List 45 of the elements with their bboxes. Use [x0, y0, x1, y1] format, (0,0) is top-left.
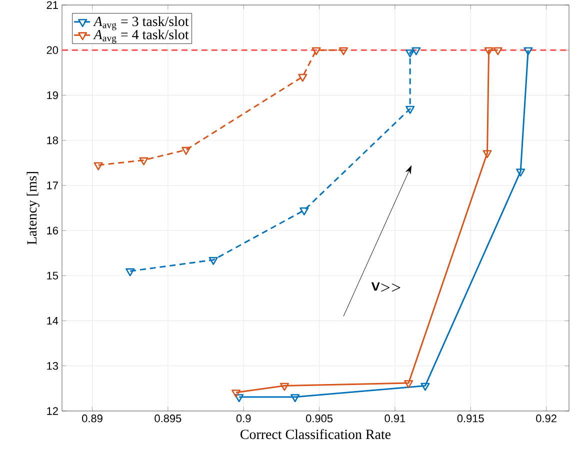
point — [338, 47, 348, 56]
point — [94, 162, 103, 170]
legend-label: A$_{avg}$ = 4 task/slot — [93, 29, 189, 44]
x-axis-title: Correct Classification Rate — [240, 429, 391, 440]
point — [482, 150, 492, 158]
point — [298, 74, 308, 82]
legend-label: A$_{avg}$ = 3 task/slot — [93, 16, 189, 30]
point — [312, 47, 321, 56]
point — [182, 146, 191, 155]
x-tick-label: 0.915 — [457, 414, 484, 422]
point — [208, 256, 218, 266]
y-tick-label: 16 — [47, 226, 58, 234]
x-tick-label: 0.905 — [306, 414, 333, 422]
x-tick-label: 0.92 — [536, 414, 556, 422]
annotation: V>> — [372, 282, 400, 292]
point — [280, 382, 290, 391]
point — [300, 207, 309, 216]
point — [139, 157, 148, 166]
point — [126, 268, 135, 276]
x-tick-label: 0.89 — [82, 414, 102, 422]
x-tick-label: 0.9 — [236, 414, 251, 422]
y-tick-label: 13 — [47, 362, 58, 370]
y-tick-label: 21 — [46, 1, 58, 9]
point — [234, 394, 244, 402]
y-tick-label: 17 — [47, 182, 58, 190]
x-tick-label: 0.895 — [154, 414, 182, 422]
y-tick-label: 19 — [47, 91, 58, 100]
point — [406, 106, 415, 114]
point — [524, 47, 533, 56]
point — [516, 168, 526, 177]
point — [412, 47, 421, 56]
point — [493, 47, 502, 56]
y-tick-label: 14 — [47, 317, 58, 325]
y-tick-label: 20 — [46, 46, 58, 54]
y-tick-label: 15 — [47, 272, 58, 280]
point — [290, 394, 300, 402]
point — [232, 390, 241, 398]
x-tick-label: 0.91 — [384, 414, 406, 422]
point — [420, 382, 430, 391]
y-axis-title: Latency [ms] — [26, 172, 40, 245]
point — [406, 49, 415, 58]
point — [484, 47, 494, 56]
point — [404, 380, 414, 388]
y-tick-label: 18 — [47, 136, 58, 144]
y-tick-label: 12 — [47, 407, 58, 415]
